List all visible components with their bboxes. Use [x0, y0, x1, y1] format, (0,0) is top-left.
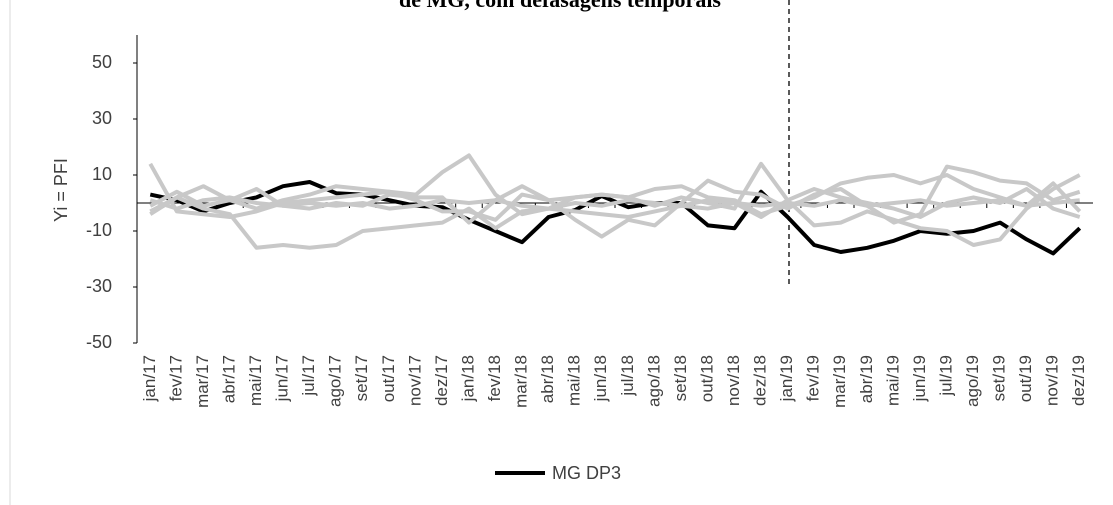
- x-tick-label: fev/19: [804, 355, 823, 401]
- x-tick-label: jun/18: [591, 355, 610, 402]
- x-tick-label: dez/17: [432, 355, 451, 406]
- y-tick-label: 50: [92, 52, 112, 72]
- x-tick-label: out/18: [697, 355, 716, 402]
- x-tick-label: jan/19: [777, 355, 796, 402]
- data-line: [149, 187, 1081, 250]
- data-line: [149, 195, 1080, 211]
- x-tick-label: nov/17: [405, 355, 424, 406]
- x-tick-label: ago/19: [963, 355, 982, 407]
- x-tick-label: jun/17: [273, 355, 292, 402]
- x-tick-label: jan/17: [140, 355, 159, 402]
- x-tick-label: mar/19: [830, 355, 849, 408]
- y-tick-label: -50: [86, 332, 112, 352]
- y-tick-label: -30: [86, 276, 112, 296]
- x-tick-label: set/19: [990, 355, 1009, 401]
- x-tick-label: abr/19: [857, 355, 876, 403]
- y-tick-label: 10: [92, 164, 112, 184]
- data-line: [149, 180, 1082, 256]
- x-tick-label: mai/19: [883, 355, 902, 406]
- y-axis-label: Yi = PFI: [51, 158, 71, 222]
- x-tick-label: nov/19: [1043, 355, 1062, 406]
- x-tick-label: jul/17: [299, 355, 318, 397]
- x-tick-label: mar/17: [193, 355, 212, 408]
- x-tick-label: out/17: [379, 355, 398, 402]
- x-tick-label: jul/18: [618, 355, 637, 397]
- y-tick-label: -10: [86, 220, 112, 240]
- x-tick-label: out/19: [1016, 355, 1035, 402]
- data-line: [149, 173, 1082, 225]
- x-tick-label: mar/18: [512, 355, 531, 408]
- x-tick-label: fev/18: [485, 355, 504, 401]
- x-tick-label: nov/18: [724, 355, 743, 406]
- x-tick-label: ago/18: [644, 355, 663, 407]
- x-tick-label: jul/19: [936, 355, 955, 397]
- x-tick-label: jun/19: [910, 355, 929, 402]
- x-tick-label: set/18: [671, 355, 690, 401]
- legend-label: MG DP3: [552, 463, 621, 483]
- x-tick-label: mai/17: [246, 355, 265, 406]
- data-line: [149, 164, 1081, 239]
- x-tick-label: jan/18: [458, 355, 477, 402]
- chart-title: de MG, com defasagens temporais: [399, 0, 721, 12]
- y-tick-label: 30: [92, 108, 112, 128]
- x-tick-label: abr/17: [219, 355, 238, 403]
- x-tick-label: dez/19: [1069, 355, 1088, 406]
- x-tick-label: ago/17: [326, 355, 345, 407]
- x-tick-label: mai/18: [565, 355, 584, 406]
- x-tick-label: abr/18: [538, 355, 557, 403]
- x-tick-label: fev/17: [166, 355, 185, 401]
- x-tick-label: set/17: [352, 355, 371, 401]
- x-tick-label: dez/18: [751, 355, 770, 406]
